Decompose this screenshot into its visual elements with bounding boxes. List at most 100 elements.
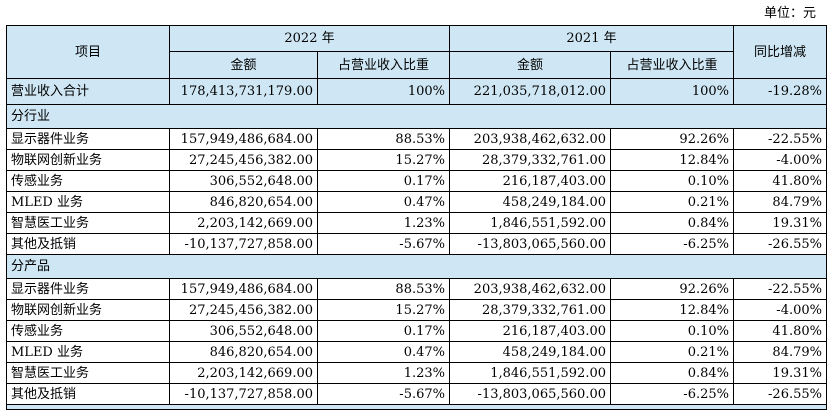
- amount-2021: 458,249,184.00: [449, 341, 611, 363]
- amount-2022: 846,820,654.00: [169, 341, 318, 363]
- row-name: 物联网创新业务: [6, 299, 170, 321]
- table-row: MLED 业务 846,820,654.00 0.47% 458,249,184.00…: [6, 341, 827, 363]
- table-row: 物联网创新业务 27,245,456,382.00 15.27% 28,379,332…: [6, 299, 827, 321]
- header-ratio-2022: 占营业收入比重: [317, 51, 450, 79]
- row-name: 传感业务: [6, 320, 170, 342]
- ratio-2022: 0.47%: [317, 341, 450, 363]
- amount-2022: 27,245,456,382.00: [169, 149, 318, 171]
- total-row: 营业收入合计 178,413,731,179.00 100% 221,035,7…: [6, 78, 827, 105]
- header-amount-2022: 金额: [169, 51, 318, 79]
- ratio-2022: 0.47%: [317, 191, 450, 213]
- amount-2022: 157,949,486,684.00: [169, 278, 318, 300]
- ratio-2021: 0.10%: [610, 170, 734, 192]
- ratio-2022: 88.53%: [317, 278, 450, 300]
- ratio-2021: 12.84%: [610, 299, 734, 321]
- ratio-2022: 1.23%: [317, 362, 450, 384]
- amount-2021: 28,379,332,761.00: [449, 299, 611, 321]
- yoy: 19.31%: [733, 362, 827, 384]
- header-row-columns: 金额 占营业收入比重 金额 占营业收入比重: [7, 51, 827, 79]
- table-row: 物联网创新业务 27,245,456,382.00 15.27% 28,379,332…: [6, 149, 827, 171]
- unit-label: 单位：元: [763, 6, 816, 21]
- row-name: MLED 业务: [6, 191, 170, 213]
- ratio-2022: 88.53%: [317, 128, 450, 150]
- row-name: 显示器件业务: [6, 278, 170, 300]
- header-ratio-2021: 占营业收入比重: [610, 51, 734, 79]
- yoy: -4.00%: [733, 149, 827, 171]
- amount-2022: 27,245,456,382.00: [169, 299, 318, 321]
- row-name: MLED 业务: [6, 341, 170, 363]
- ratio-2022: 0.17%: [317, 320, 450, 342]
- amount-2021: 458,249,184.00: [449, 191, 611, 213]
- ratio-2022: 15.27%: [317, 299, 450, 321]
- amount-2022: -10,137,727,858.00: [169, 383, 318, 405]
- amount-2021: 216,187,403.00: [449, 170, 611, 192]
- amount-2022: 846,820,654.00: [169, 191, 318, 213]
- row-name: 其他及抵销: [6, 383, 170, 405]
- yoy: 19.31%: [733, 212, 827, 234]
- yoy: 41.80%: [733, 320, 827, 342]
- row-name: 显示器件业务: [6, 128, 170, 150]
- total-amount-2021: 221,035,718,012.00: [449, 78, 611, 105]
- table-row: 智慧医工业务 2,203,142,669.00 1.23% 1,846,551,592…: [6, 212, 827, 234]
- header-yoy: 同比增减: [733, 25, 827, 79]
- header-amount-2021: 金额: [449, 51, 611, 79]
- header-item: 项目: [6, 25, 170, 79]
- table-row: 传感业务 306,552,648.00 0.17% 216,187,403.00 0.1…: [6, 320, 827, 342]
- total-name: 营业收入合计: [6, 78, 170, 105]
- section-row: 分行业: [6, 104, 827, 129]
- amount-2022: 306,552,648.00: [169, 170, 318, 192]
- cut-off-row: [6, 404, 827, 410]
- ratio-2022: 1.23%: [317, 212, 450, 234]
- ratio-2021: 92.26%: [610, 128, 734, 150]
- ratio-2021: 0.10%: [610, 320, 734, 342]
- table-row: 显示器件业务 157,949,486,684.00 88.53% 203,938,46…: [6, 128, 827, 150]
- section-title: 分产品: [6, 254, 827, 279]
- yoy: -22.55%: [733, 128, 827, 150]
- yoy: 84.79%: [733, 341, 827, 363]
- yoy: -26.55%: [733, 233, 827, 255]
- ratio-2021: 0.21%: [610, 341, 734, 363]
- yoy: 41.80%: [733, 170, 827, 192]
- amount-2022: 2,203,142,669.00: [169, 212, 318, 234]
- yoy: -22.55%: [733, 278, 827, 300]
- ratio-2021: 12.84%: [610, 149, 734, 171]
- row-name: 传感业务: [6, 170, 170, 192]
- ratio-2022: 15.27%: [317, 149, 450, 171]
- amount-2021: 203,938,462,632.00: [449, 128, 611, 150]
- ratio-2021: -6.25%: [610, 233, 734, 255]
- row-name: 智慧医工业务: [6, 212, 170, 234]
- row-name: 其他及抵销: [6, 233, 170, 255]
- amount-2021: 1,846,551,592.00: [449, 362, 611, 384]
- ratio-2021: 0.21%: [610, 191, 734, 213]
- revenue-table: 项目 2022 年 2021 年 同比增减 金额 占营业收入比重 金额 占营业收…: [6, 25, 827, 410]
- amount-2021: 216,187,403.00: [449, 320, 611, 342]
- header-year-2022: 2022 年: [169, 25, 450, 52]
- ratio-2021: 92.26%: [610, 278, 734, 300]
- section-title: 分行业: [6, 104, 827, 129]
- row-name: 物联网创新业务: [6, 149, 170, 171]
- ratio-2022: -5.67%: [317, 233, 450, 255]
- amount-2021: -13,803,065,560.00: [449, 233, 611, 255]
- amount-2022: -10,137,727,858.00: [169, 233, 318, 255]
- ratio-2022: 0.17%: [317, 170, 450, 192]
- table-row: 传感业务 306,552,648.00 0.17% 216,187,403.00 0.1…: [6, 170, 827, 192]
- header-row-years: 项目 2022 年 2021 年 同比增减: [6, 25, 827, 79]
- row-name: 智慧医工业务: [6, 362, 170, 384]
- total-ratio-2021: 100%: [610, 78, 734, 105]
- amount-2021: 203,938,462,632.00: [449, 278, 611, 300]
- total-ratio-2022: 100%: [317, 78, 450, 105]
- ratio-2021: -6.25%: [610, 383, 734, 405]
- amount-2021: 28,379,332,761.00: [449, 149, 611, 171]
- section-row: 分产品: [6, 254, 827, 279]
- ratio-2021: 0.84%: [610, 212, 734, 234]
- yoy: -4.00%: [733, 299, 827, 321]
- ratio-2021: 0.84%: [610, 362, 734, 384]
- table-row: 智慧医工业务 2,203,142,669.00 1.23% 1,846,551,592…: [6, 362, 827, 384]
- table-row: 其他及抵销 -10,137,727,858.00 -5.67% -13,803,065…: [6, 383, 827, 405]
- yoy: 84.79%: [733, 191, 827, 213]
- table-body: 营业收入合计 178,413,731,179.00 100% 221,035,7…: [6, 78, 827, 410]
- amount-2022: 306,552,648.00: [169, 320, 318, 342]
- amount-2022: 2,203,142,669.00: [169, 362, 318, 384]
- amount-2021: -13,803,065,560.00: [449, 383, 611, 405]
- header-year-2021: 2021 年: [449, 25, 734, 52]
